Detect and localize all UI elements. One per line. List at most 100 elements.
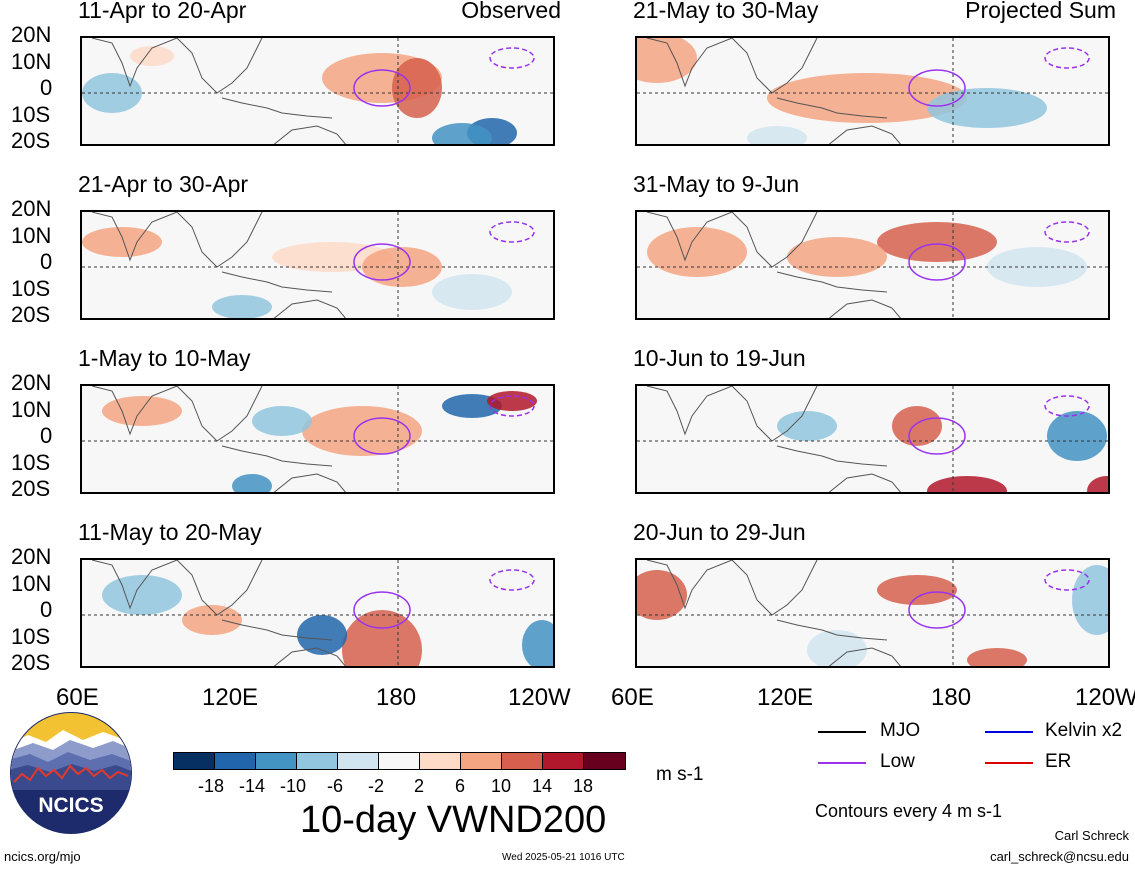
low-contour xyxy=(489,221,535,243)
colorbar-tick: -2 xyxy=(368,776,385,796)
map-plot xyxy=(635,210,1110,320)
colorbar-tick: 14 xyxy=(532,776,553,796)
anomaly-region xyxy=(487,391,537,411)
anomaly-region xyxy=(987,247,1087,287)
panel-observed-3: 1-May to 10-May xyxy=(78,345,555,526)
colorbar-swatch xyxy=(542,752,584,770)
lat-label: 0 xyxy=(40,249,53,274)
lat-label: 0 xyxy=(40,597,53,622)
low-contour xyxy=(489,569,535,591)
legend-line-mjo xyxy=(818,731,866,733)
low-contour xyxy=(908,243,966,281)
anomaly-region xyxy=(927,88,1047,128)
low-contour xyxy=(353,417,411,455)
coastline xyxy=(176,560,263,616)
anomaly-region xyxy=(877,222,997,262)
anomaly-region xyxy=(102,575,182,615)
colorbar-tick: 6 xyxy=(455,776,466,796)
coastline xyxy=(91,212,178,262)
map-plot xyxy=(80,384,555,494)
anomaly-region xyxy=(647,227,747,277)
ncics-logo: NCICS xyxy=(8,710,134,836)
anomaly-region xyxy=(232,474,272,492)
lon-label: 120E xyxy=(757,684,814,711)
lon-label: 60E xyxy=(56,684,99,711)
anomaly-region xyxy=(130,46,174,66)
panel-corner-label: Projected Sum xyxy=(965,0,1116,23)
anomaly-region xyxy=(767,73,967,123)
coastline xyxy=(646,38,733,88)
main-title: 10-day VWND200 xyxy=(300,799,607,841)
panel-title: 20-Jun to 29-Jun xyxy=(633,519,806,545)
low-contour xyxy=(1044,221,1090,243)
colorbar-swatch xyxy=(378,752,420,770)
anomaly-region xyxy=(442,394,502,418)
panel-corner-label: Observed xyxy=(461,0,561,23)
lat-label: 10S xyxy=(11,276,51,301)
coastline xyxy=(273,299,346,318)
coastline xyxy=(731,212,818,268)
colorbar-tick: -14 xyxy=(239,776,266,796)
anomaly-region xyxy=(392,58,442,118)
map-plot xyxy=(80,558,555,668)
colorbar-swatch xyxy=(255,752,297,770)
panel-title: 21-Apr to 30-Apr xyxy=(78,171,249,197)
lat-label: 10S xyxy=(11,450,51,475)
coastline xyxy=(221,97,333,119)
coastline xyxy=(273,125,346,144)
colorbar-tick: -6 xyxy=(327,776,344,796)
lat-label: 20S xyxy=(11,476,51,501)
panel-title: 11-Apr to 20-Apr xyxy=(78,0,247,23)
anomaly-region xyxy=(297,615,347,655)
coastline xyxy=(176,38,263,94)
footer-email[interactable]: carl_schreck@ncsu.edu xyxy=(990,849,1129,864)
lon-label: 120E xyxy=(202,684,259,711)
anomaly-region xyxy=(787,237,887,277)
lat-label: 20S xyxy=(11,302,51,327)
lat-label: 10S xyxy=(11,102,51,127)
panel-title: 10-Jun to 19-Jun xyxy=(633,345,806,371)
colorbar-tick: 2 xyxy=(414,776,425,796)
anomaly-region xyxy=(102,396,182,426)
anomaly-region xyxy=(522,620,553,666)
lon-label: 180 xyxy=(931,684,972,711)
footer-timestamp: Wed 2025-05-21 1016 UTC xyxy=(502,852,625,863)
anomaly-region xyxy=(967,648,1027,666)
colorbar-units: m s-1 xyxy=(656,764,704,785)
coastline xyxy=(176,386,263,442)
contours-note: Contours every 4 m s-1 xyxy=(815,801,1003,821)
colorbar-tick: -18 xyxy=(198,776,225,796)
legend-line-low xyxy=(818,762,866,764)
lat-label: 10N xyxy=(11,49,52,74)
colorbar-swatch xyxy=(501,752,543,770)
lat-label: 10S xyxy=(11,624,51,649)
low-contour xyxy=(489,395,535,417)
panel-title: 21-May to 30-May xyxy=(633,0,819,23)
anomaly-region xyxy=(82,227,162,257)
map-plot xyxy=(635,558,1110,668)
coastline xyxy=(221,619,333,641)
anomaly-region xyxy=(182,605,242,635)
coastline xyxy=(776,271,888,293)
footer-url[interactable]: ncics.org/mjo xyxy=(4,849,81,864)
coastline xyxy=(646,386,733,436)
lat-label: 0 xyxy=(40,423,53,448)
low-contour xyxy=(908,69,966,107)
colorbar-swatch xyxy=(419,752,461,770)
low-contour xyxy=(353,591,411,629)
map-plot xyxy=(80,210,555,320)
anomaly-region xyxy=(637,570,687,620)
lon-label: 180 xyxy=(376,684,417,711)
coastline xyxy=(828,125,901,144)
lon-label: 60E xyxy=(611,684,654,711)
coastline xyxy=(221,271,333,293)
anomaly-region xyxy=(747,126,807,144)
panel-projected-1: 21-May to 30-May Projected Sum xyxy=(633,0,1116,178)
coastline xyxy=(828,473,901,492)
legend-label-kelvin: Kelvin x2 xyxy=(1045,720,1123,741)
anomaly-region xyxy=(1047,411,1107,461)
anomaly-region xyxy=(342,610,422,666)
low-contour xyxy=(1044,569,1090,591)
coastline xyxy=(731,38,818,94)
map-plot xyxy=(635,36,1110,146)
